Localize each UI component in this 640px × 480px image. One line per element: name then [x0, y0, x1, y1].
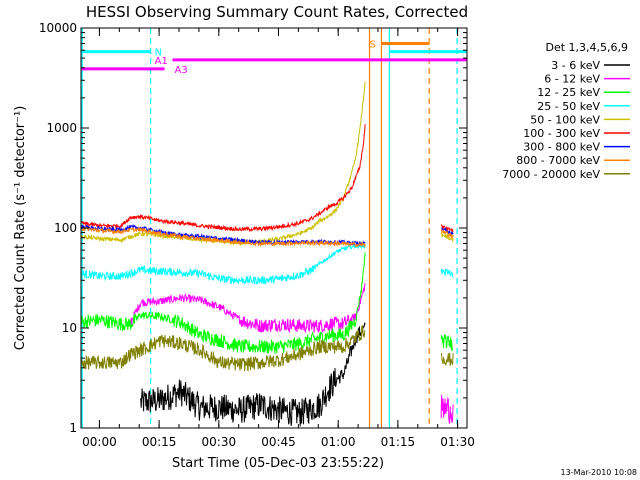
series-segment-after-gap — [441, 224, 454, 233]
chart-title: HESSI Observing Summary Count Rates, Cor… — [86, 3, 468, 21]
legend-entry-label: 12 - 25 keV — [537, 86, 600, 99]
x-tick-label: 01:00 — [321, 435, 356, 449]
legend-entry-label: 7000 - 20000 keV — [502, 168, 600, 181]
legend-entry-label: 3 - 6 keV — [551, 59, 600, 72]
series-line — [81, 243, 366, 286]
x-tick-label: 00:00 — [82, 435, 117, 449]
y-tick-label: 10 — [62, 321, 77, 335]
x-tick-label: 00:45 — [261, 435, 296, 449]
series-segment-after-gap — [440, 352, 454, 366]
legend-entry-label: 6 - 12 keV — [544, 73, 600, 86]
state-bar-label: N — [155, 48, 162, 59]
y-tick-label: 1 — [69, 421, 77, 435]
legend-entry-label: 100 - 300 keV — [523, 127, 600, 140]
series-line — [140, 322, 366, 427]
series-segment-after-gap — [440, 231, 454, 242]
y-tick-label: 1000 — [46, 121, 77, 135]
series-segment-after-gap — [440, 228, 454, 238]
series-segment-after-gap — [440, 268, 454, 278]
x-tick-label: 00:15 — [142, 435, 177, 449]
series-line — [81, 252, 366, 355]
legend-entry-label: 300 - 800 keV — [523, 141, 600, 154]
footer-timestamp: 13-Mar-2010 10:08 — [561, 468, 638, 477]
legend-entry-label: 25 - 50 keV — [537, 100, 600, 113]
series-line — [81, 226, 366, 248]
legend-title: Det 1,3,4,5,6,9 — [545, 41, 628, 54]
series-segment-after-gap — [440, 334, 454, 352]
series-line — [81, 81, 366, 247]
series-line — [81, 325, 366, 372]
x-axis-label: Start Time (05-Dec-03 23:55:22) — [172, 456, 384, 471]
legend-entry-label: 50 - 100 keV — [530, 113, 600, 126]
state-bar-label: S — [370, 39, 376, 50]
series-line — [81, 124, 366, 233]
x-tick-label: 01:30 — [440, 435, 475, 449]
state-bar-label: A3 — [175, 65, 188, 76]
series-segment-after-gap — [440, 395, 454, 424]
y-tick-label: 100 — [54, 221, 77, 235]
y-axis-label: Corrected Count Rate (s⁻¹ detector⁻¹) — [13, 106, 28, 351]
y-tick-label: 10000 — [39, 21, 77, 35]
series-line — [130, 282, 366, 334]
legend-entry-label: 800 - 7000 keV — [516, 154, 600, 167]
state-bar-label: A1 — [155, 56, 168, 67]
x-tick-label: 01:15 — [381, 435, 416, 449]
x-tick-label: 00:30 — [202, 435, 237, 449]
